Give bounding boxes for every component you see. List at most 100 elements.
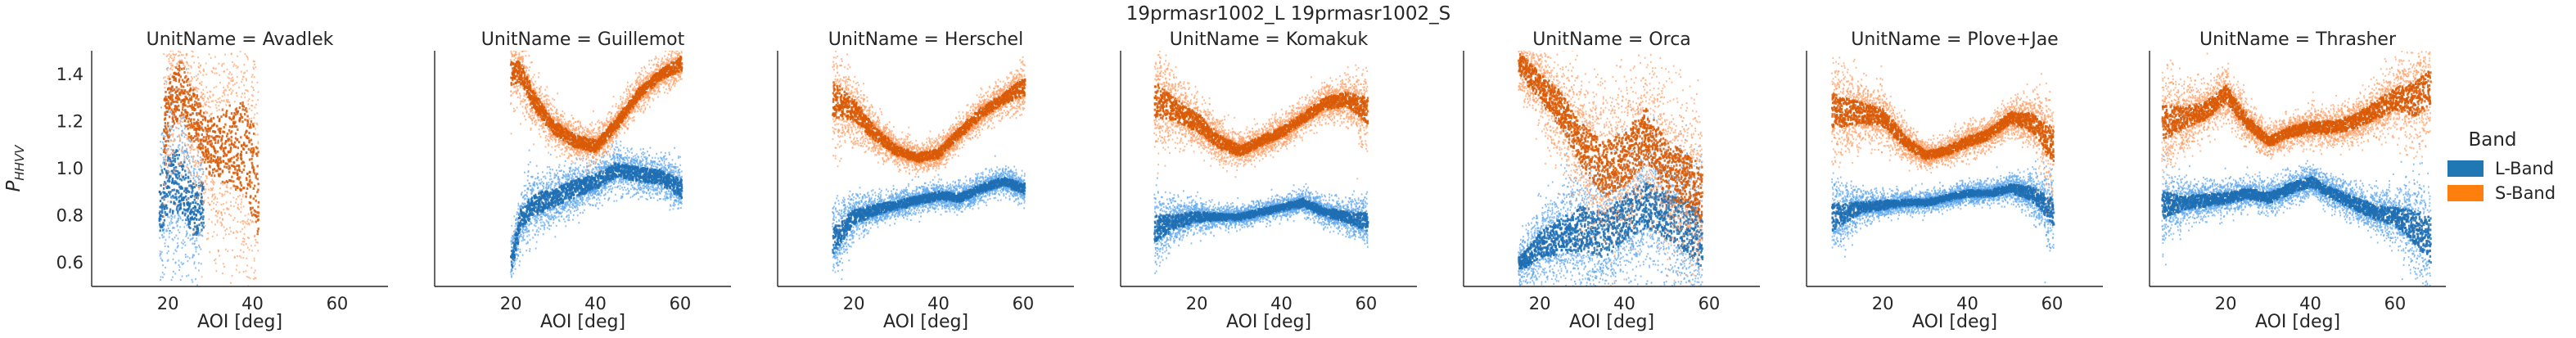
data-cell xyxy=(252,187,255,190)
data-cell xyxy=(181,241,183,244)
data-cell xyxy=(165,80,168,83)
data-cell xyxy=(178,154,181,156)
data-cell xyxy=(216,221,219,223)
data-cell xyxy=(184,144,187,146)
data-cell xyxy=(179,161,182,164)
data-cell xyxy=(169,51,172,52)
data-cell xyxy=(209,204,211,206)
data-cell xyxy=(611,188,613,191)
data-cell xyxy=(624,167,626,170)
data-cell xyxy=(548,221,550,223)
data-cell xyxy=(201,118,205,121)
data-cell xyxy=(567,209,570,212)
data-cell xyxy=(174,249,177,251)
data-cell xyxy=(168,75,170,78)
data-cell xyxy=(604,187,607,189)
data-cell xyxy=(192,189,194,192)
data-cell xyxy=(622,164,625,167)
data-cell xyxy=(533,204,535,207)
data-cell xyxy=(527,170,530,173)
data-cell xyxy=(539,196,543,200)
data-cell xyxy=(558,169,561,172)
data-cell xyxy=(558,197,562,201)
data-cell xyxy=(215,106,218,109)
data-cell xyxy=(583,182,585,185)
data-cell xyxy=(170,148,173,151)
data-cell xyxy=(639,196,642,198)
data-cell xyxy=(163,98,165,101)
data-cell xyxy=(166,213,169,216)
data-cell xyxy=(185,68,187,70)
data-cell xyxy=(242,237,245,240)
data-cell xyxy=(598,180,600,183)
data-cell xyxy=(523,223,526,225)
data-cell xyxy=(519,228,521,231)
data-cell xyxy=(523,213,526,216)
data-cell xyxy=(523,215,526,219)
data-cell xyxy=(196,230,198,233)
data-cell xyxy=(236,174,239,177)
data-cell xyxy=(160,153,161,155)
data-cell xyxy=(254,235,256,238)
data-cell xyxy=(627,187,629,190)
data-cell xyxy=(202,129,205,132)
data-cell xyxy=(584,192,587,196)
data-cell xyxy=(601,162,603,164)
data-cell xyxy=(548,209,550,211)
data-cell xyxy=(603,161,605,164)
data-cell xyxy=(211,124,214,128)
data-cell xyxy=(200,213,202,216)
data-cell xyxy=(177,177,179,180)
data-cell xyxy=(521,205,522,208)
data-cell xyxy=(221,214,223,216)
data-cell xyxy=(201,206,203,210)
data-cell xyxy=(189,211,192,214)
data-cell xyxy=(176,98,179,101)
data-cell xyxy=(536,184,539,187)
data-cell xyxy=(178,61,181,64)
data-cell xyxy=(205,119,207,122)
data-cell xyxy=(544,177,547,179)
data-cell xyxy=(625,189,627,192)
data-cell xyxy=(186,97,188,101)
data-cell xyxy=(230,187,232,189)
data-cell xyxy=(514,225,517,228)
data-cell xyxy=(573,193,575,196)
data-cell xyxy=(220,222,223,224)
data-cell xyxy=(191,51,193,52)
data-cell xyxy=(193,128,196,131)
data-cell xyxy=(541,208,544,210)
data-cell xyxy=(510,239,512,241)
data-cell xyxy=(180,114,183,117)
data-cell xyxy=(220,139,223,142)
data-cell xyxy=(169,82,171,85)
data-cell xyxy=(562,207,563,210)
data-cell xyxy=(567,174,570,178)
data-cell xyxy=(255,133,257,136)
data-cell xyxy=(233,141,237,144)
data-cell xyxy=(231,156,233,160)
data-cell xyxy=(536,216,538,219)
data-cell xyxy=(160,166,162,169)
data-cell xyxy=(589,178,591,182)
data-cell xyxy=(564,176,566,178)
data-cell xyxy=(227,137,229,141)
data-cell xyxy=(230,179,232,183)
data-cell xyxy=(569,203,571,205)
data-cell xyxy=(611,171,613,174)
data-cell xyxy=(246,25,247,27)
data-cell xyxy=(236,264,238,267)
data-cell xyxy=(199,217,202,220)
data-cell xyxy=(183,241,186,244)
data-cell xyxy=(608,171,611,174)
data-cell xyxy=(186,189,188,192)
data-cell xyxy=(524,228,526,231)
data-cell xyxy=(181,79,184,82)
data-cell xyxy=(221,65,223,67)
data-cell xyxy=(548,181,550,183)
data-cell xyxy=(238,271,241,273)
data-cell xyxy=(182,175,185,178)
data-cell xyxy=(254,63,255,65)
data-cell xyxy=(214,169,217,173)
data-cell xyxy=(598,197,599,200)
